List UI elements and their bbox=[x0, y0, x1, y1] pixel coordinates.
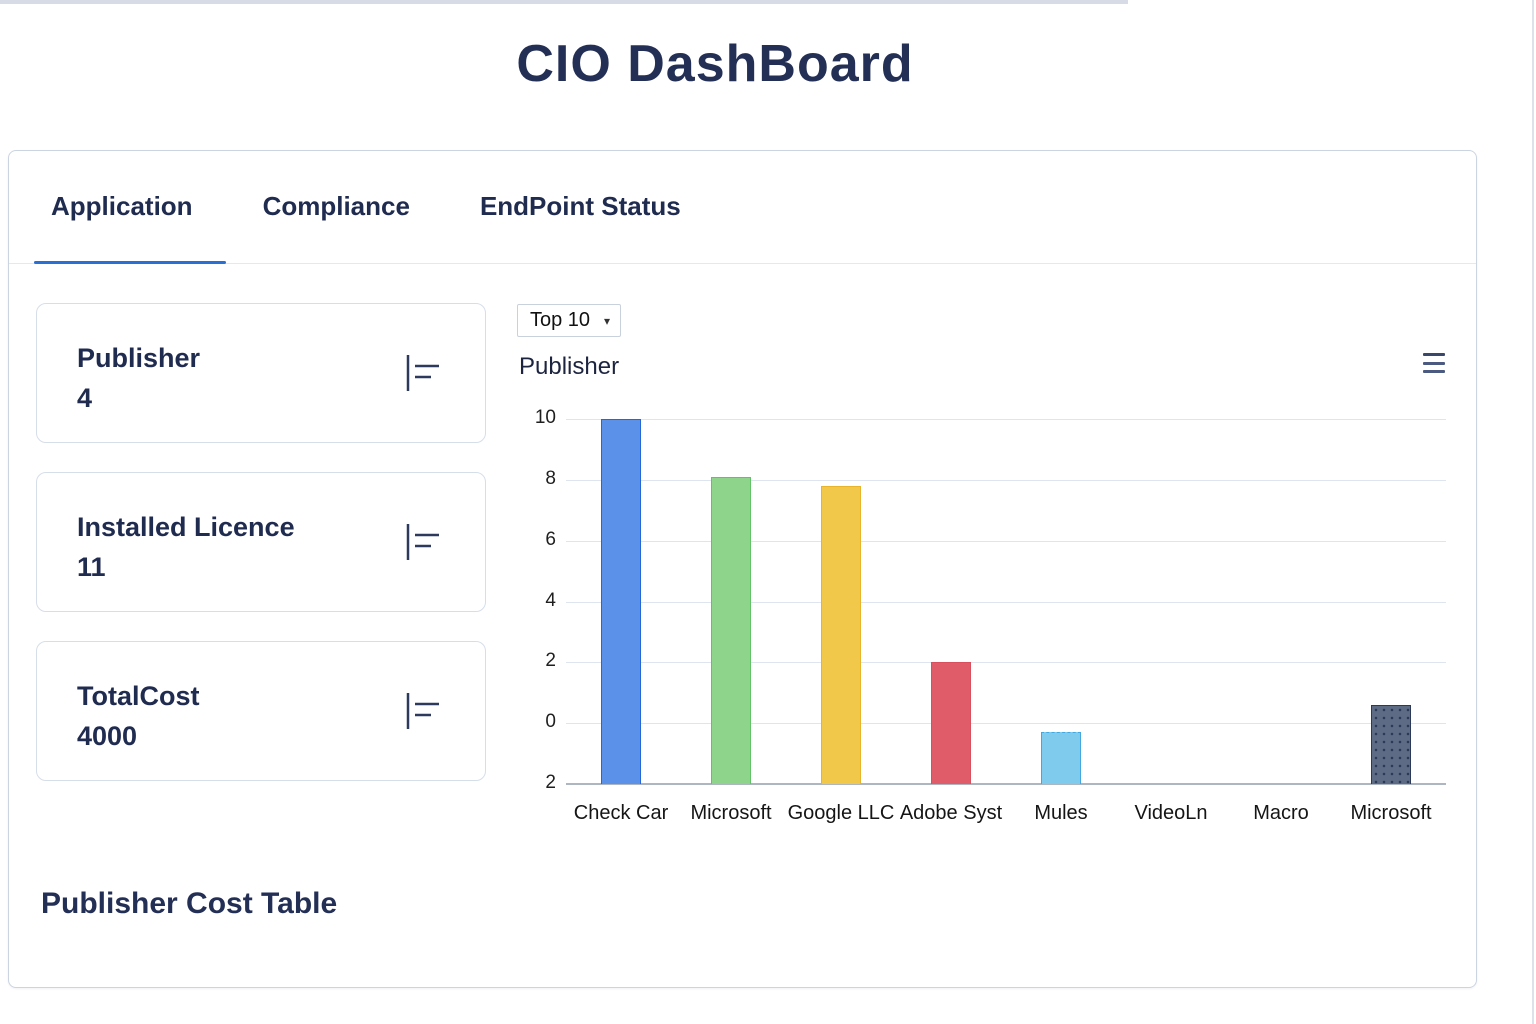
x-axis-category-label: Microsoft bbox=[690, 802, 772, 824]
gridline bbox=[566, 601, 1446, 603]
tab-compliance[interactable]: Compliance bbox=[262, 191, 410, 221]
y-axis-tick-label: 4 bbox=[545, 589, 556, 611]
y-axis-tick-label: 6 bbox=[545, 528, 556, 550]
hamburger-icon[interactable] bbox=[1423, 352, 1447, 374]
x-axis-category-label: Check Car bbox=[573, 802, 669, 824]
kpi-card-totalcost[interactable]: TotalCost 4000 bbox=[36, 641, 486, 781]
hamburger-line bbox=[1423, 361, 1445, 365]
bar-microsoft[interactable] bbox=[1371, 704, 1411, 784]
gridline bbox=[566, 540, 1446, 542]
top-n-select[interactable]: Top 10 ▾ bbox=[517, 304, 621, 337]
chart-title: Publisher bbox=[519, 353, 620, 380]
bar-mules[interactable] bbox=[1041, 732, 1081, 784]
kpi-label: Installed Licence bbox=[77, 512, 295, 542]
hamburger-line bbox=[1423, 370, 1445, 373]
horizontal-bar-chart-icon[interactable] bbox=[405, 523, 441, 566]
x-axis-category-label: Mules bbox=[1034, 802, 1088, 824]
publisher-cost-table-title: Publisher Cost Table bbox=[41, 887, 338, 920]
kpi-label: Publisher bbox=[77, 343, 201, 373]
tab-separator-line bbox=[9, 263, 1476, 264]
x-axis-category-label: Google LLC bbox=[787, 802, 895, 824]
gridline bbox=[566, 723, 1446, 725]
y-axis-tick-label: 8 bbox=[545, 467, 556, 489]
bar-check-car[interactable] bbox=[601, 419, 641, 784]
x-axis-category-label: Adobe Syst bbox=[899, 802, 1003, 824]
tab-application[interactable]: Application bbox=[51, 191, 193, 221]
kpi-card-installed-licence[interactable]: Installed Licence 11 bbox=[36, 472, 486, 612]
gridline bbox=[566, 662, 1446, 664]
horizontal-bar-chart-icon[interactable] bbox=[405, 692, 441, 735]
y-axis-tick-label: 10 bbox=[534, 407, 556, 428]
y-axis-tick-label: 2 bbox=[545, 772, 556, 793]
dashboard-panel: Application Compliance EndPoint Status P… bbox=[8, 150, 1477, 988]
hamburger-line bbox=[1423, 353, 1445, 356]
bar-adobe-syst[interactable] bbox=[931, 662, 971, 784]
horizontal-bar-chart-icon[interactable] bbox=[405, 354, 441, 397]
dropdown-arrow-icon: ▾ bbox=[603, 313, 610, 328]
gridline bbox=[566, 419, 1446, 420]
kpi-label: TotalCost bbox=[77, 681, 200, 711]
x-axis-line bbox=[566, 783, 1446, 785]
kpi-value: 4000 bbox=[77, 721, 138, 751]
top-n-selected-value: Top 10 bbox=[530, 309, 591, 331]
bar-google-llc[interactable] bbox=[821, 485, 861, 784]
x-axis-category-label: VideoLn bbox=[1134, 802, 1208, 824]
tab-endpoint-status[interactable]: EndPoint Status bbox=[479, 191, 681, 221]
right-edge-scroll-track bbox=[1532, 0, 1534, 1024]
active-tab-indicator bbox=[34, 261, 226, 264]
gridline bbox=[566, 479, 1446, 481]
x-axis-category-label: Macro bbox=[1253, 802, 1309, 824]
kpi-card-publisher[interactable]: Publisher 4 bbox=[36, 303, 486, 443]
y-axis-tick-label: 2 bbox=[545, 650, 556, 672]
x-axis-category-label: Microsoft bbox=[1350, 802, 1432, 824]
y-axis-tick-label: 0 bbox=[545, 711, 556, 733]
tab-bar: Application Compliance EndPoint Status bbox=[51, 191, 681, 222]
page-title: CIO DashBoard bbox=[516, 35, 914, 93]
kpi-value: 11 bbox=[77, 552, 106, 582]
kpi-value: 4 bbox=[77, 383, 93, 413]
bar-microsoft[interactable] bbox=[711, 476, 751, 784]
top-edge-strip bbox=[0, 0, 1128, 4]
